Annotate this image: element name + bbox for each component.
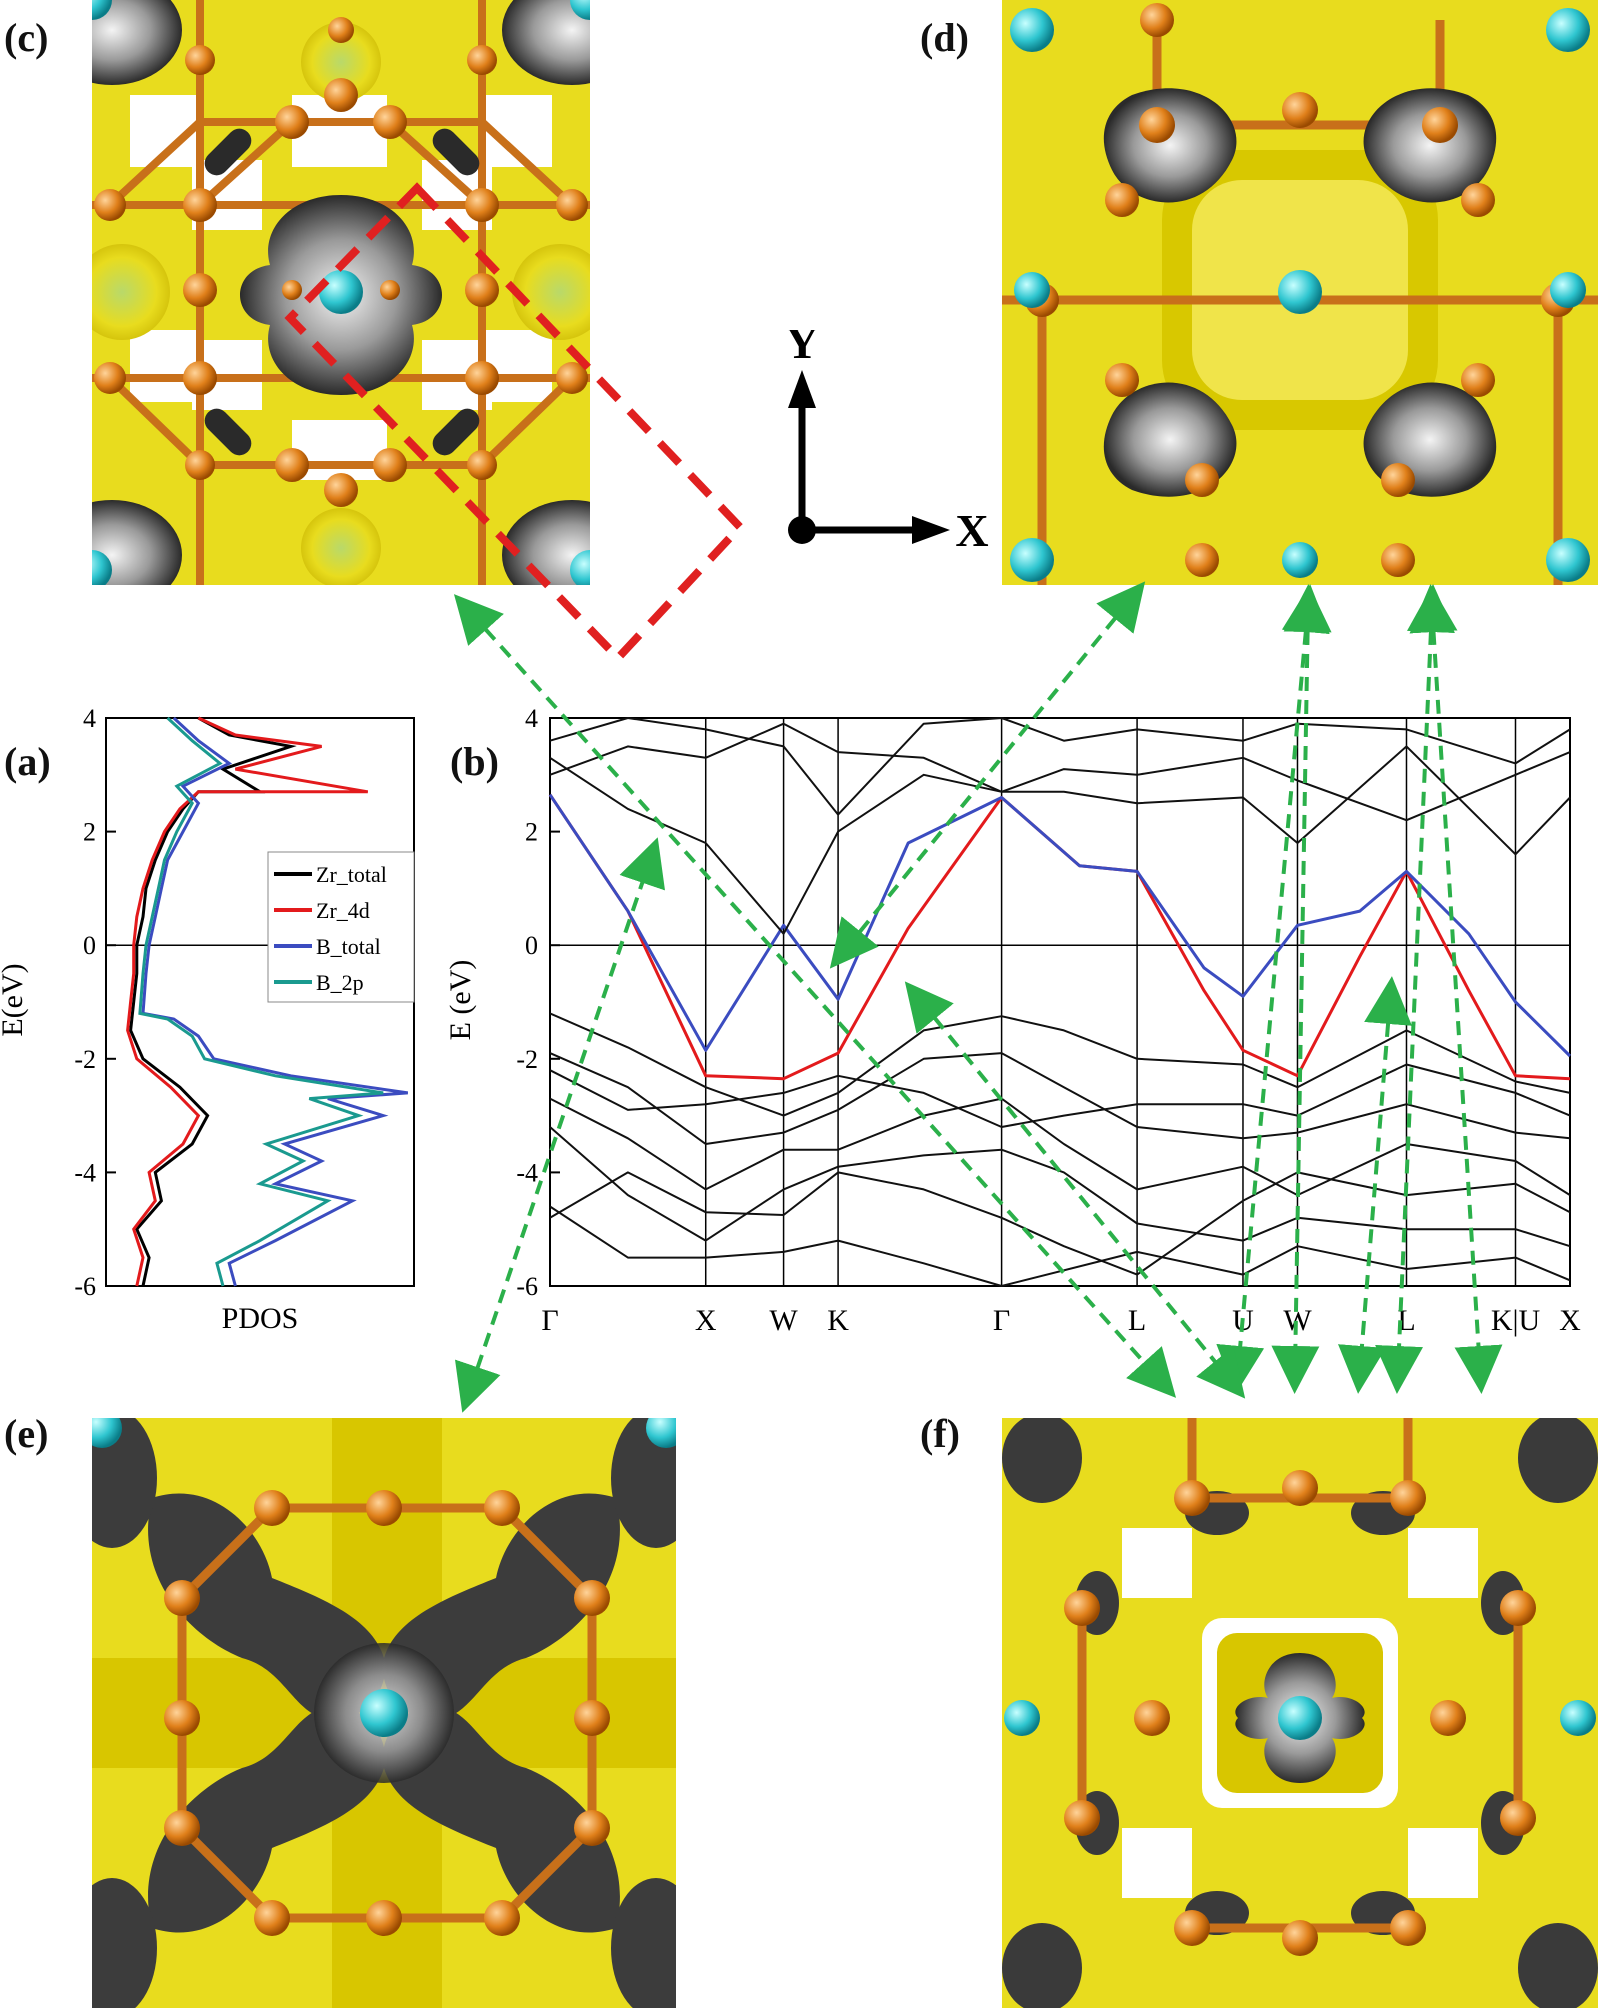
panel-d-svg bbox=[1002, 0, 1598, 585]
band-band-4 bbox=[549, 1097, 1571, 1197]
band-band-6 bbox=[549, 722, 1571, 822]
band-ytick-label: 4 bbox=[525, 704, 538, 733]
pdos-series-B_total bbox=[141, 716, 409, 1287]
legend-b-2p: B_2p bbox=[316, 970, 364, 995]
pdos-chart: -6 -4 -2 0 2 4 E(eV) PDOS Zr_total Zr_4d B_to… bbox=[0, 704, 415, 1335]
band-kpoint-label: X bbox=[695, 1304, 717, 1337]
panel-e-svg bbox=[92, 1418, 676, 2008]
band-kpoint-label: X bbox=[1559, 1304, 1581, 1337]
panel-d-isosurface bbox=[1002, 0, 1598, 585]
band-kpoint-label: Γ bbox=[541, 1304, 558, 1337]
band-ytick-label: 2 bbox=[525, 818, 538, 847]
pdos-ytick-label: 2 bbox=[83, 818, 96, 847]
band-kpoint-label: W bbox=[1283, 1304, 1312, 1337]
band-band-1 bbox=[549, 1012, 1571, 1117]
pdos-ytick-label: -2 bbox=[74, 1045, 96, 1074]
band-band-5 bbox=[549, 745, 1571, 935]
band-kpoint-label: L bbox=[1128, 1304, 1146, 1337]
pdos-ytick-label: 4 bbox=[83, 704, 96, 733]
band-ytick-label: -4 bbox=[516, 1158, 538, 1187]
legend-zr-total: Zr_total bbox=[316, 862, 387, 887]
panel-c-svg bbox=[92, 0, 590, 585]
panel-label-f: (f) bbox=[920, 1411, 960, 1456]
y-axis-label: Y bbox=[785, 330, 818, 368]
panel-label-e: (e) bbox=[4, 1411, 49, 1456]
band-kpoint-label: Γ bbox=[993, 1304, 1010, 1337]
band-kpoint-label: W bbox=[769, 1304, 798, 1337]
pdos-ylabel: E(eV) bbox=[0, 963, 29, 1036]
panel-label-d: (d) bbox=[920, 15, 969, 60]
band-frame bbox=[549, 717, 1571, 1287]
xy-axes-indicator: Y X bbox=[785, 330, 988, 556]
band-kpoint-label: U bbox=[1232, 1304, 1254, 1337]
panel-c-isosurface bbox=[92, 0, 590, 585]
band-band-blue bbox=[548, 793, 1572, 1058]
band-band-7 bbox=[549, 717, 1571, 816]
band-ylabel: E (eV) bbox=[444, 960, 477, 1041]
pdos-series-Zr_4d bbox=[126, 716, 369, 1287]
pdos-series-Zr_total bbox=[129, 716, 297, 1287]
x-axis-label: X bbox=[955, 505, 988, 556]
band-ytick-label: -2 bbox=[516, 1045, 538, 1074]
band-ytick-label: -6 bbox=[516, 1272, 538, 1301]
band-band-10 bbox=[549, 1063, 1571, 1128]
panel-f-svg bbox=[1002, 1418, 1598, 2008]
panel-label-c: (c) bbox=[4, 15, 49, 60]
legend-zr-4d: Zr_4d bbox=[316, 898, 370, 923]
pdos-xlabel: PDOS bbox=[222, 1302, 299, 1335]
pdos-series-B_2p bbox=[138, 716, 384, 1287]
band-kpoint-label: K|U bbox=[1491, 1304, 1541, 1337]
band-kpoint-label: K bbox=[827, 1304, 849, 1337]
panel-f-isosurface bbox=[1002, 1418, 1598, 2008]
pdos-ytick-label: -4 bbox=[74, 1158, 96, 1187]
legend-b-total: B_total bbox=[316, 934, 381, 959]
pdos-ytick-label: -6 bbox=[74, 1272, 96, 1301]
panel-e-isosurface bbox=[92, 1418, 676, 2008]
band-ytick-label: 0 bbox=[525, 931, 538, 960]
pdos-legend: Zr_total Zr_4d B_total B_2p bbox=[267, 851, 415, 1003]
pdos-ytick-label: 0 bbox=[83, 931, 96, 960]
band-kpoint-label: L bbox=[1397, 1304, 1415, 1337]
panel-label-a: (a) bbox=[4, 739, 51, 784]
band-band-8 bbox=[549, 1205, 1571, 1287]
